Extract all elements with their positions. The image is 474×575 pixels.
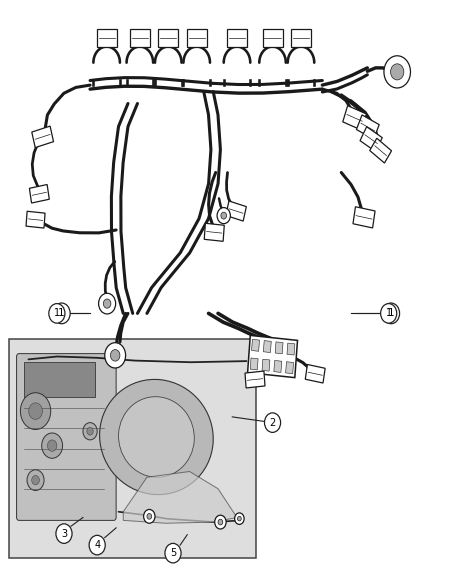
Bar (353, 207, 375, 228)
Circle shape (384, 56, 410, 88)
Circle shape (383, 303, 400, 324)
Ellipse shape (118, 397, 194, 477)
Circle shape (237, 516, 241, 521)
Bar (262, 359, 270, 371)
Circle shape (27, 470, 44, 490)
Bar (264, 340, 271, 352)
Bar (252, 339, 259, 351)
Bar (226, 201, 246, 221)
Circle shape (20, 393, 51, 430)
Bar (287, 343, 295, 355)
Bar (227, 29, 247, 47)
Circle shape (53, 303, 70, 324)
Circle shape (103, 299, 111, 308)
Bar (130, 29, 150, 47)
Bar (360, 126, 382, 152)
Bar (274, 361, 282, 373)
Text: 1: 1 (386, 308, 392, 319)
Circle shape (105, 343, 126, 368)
Bar (305, 365, 325, 383)
Bar (250, 358, 258, 370)
Bar (158, 29, 178, 47)
Circle shape (89, 535, 105, 555)
FancyBboxPatch shape (17, 354, 116, 520)
Text: 4: 4 (94, 540, 100, 550)
Circle shape (110, 350, 120, 361)
Circle shape (215, 515, 226, 529)
Bar (356, 115, 379, 139)
Circle shape (42, 433, 63, 458)
Text: 1: 1 (388, 308, 394, 319)
Circle shape (221, 212, 227, 219)
Circle shape (49, 304, 65, 323)
Bar (343, 106, 366, 130)
Circle shape (147, 513, 152, 519)
Circle shape (47, 440, 57, 451)
Circle shape (218, 519, 223, 525)
Circle shape (87, 427, 93, 435)
Bar (187, 29, 207, 47)
Bar (286, 362, 293, 374)
Circle shape (56, 524, 72, 543)
Circle shape (144, 509, 155, 523)
Bar (291, 29, 311, 47)
Text: 5: 5 (170, 548, 176, 558)
Circle shape (217, 208, 230, 224)
Text: 1: 1 (58, 308, 65, 319)
Circle shape (165, 543, 181, 563)
Circle shape (381, 304, 397, 323)
Circle shape (99, 293, 116, 314)
Polygon shape (123, 472, 237, 523)
Text: 3: 3 (61, 528, 67, 539)
Circle shape (83, 423, 97, 440)
Bar (263, 29, 283, 47)
Bar (97, 29, 117, 47)
Bar (204, 223, 224, 241)
Bar (247, 335, 298, 378)
Circle shape (391, 64, 404, 80)
Bar (32, 126, 54, 148)
Bar (24, 362, 95, 397)
Text: 1: 1 (54, 308, 60, 319)
Bar (9, 339, 256, 558)
Circle shape (29, 403, 42, 419)
Ellipse shape (100, 380, 213, 494)
Text: 2: 2 (269, 417, 276, 428)
Circle shape (264, 413, 281, 432)
Bar (275, 342, 283, 354)
Circle shape (235, 513, 244, 524)
Bar (29, 185, 49, 203)
Circle shape (32, 476, 39, 485)
Bar (26, 211, 45, 228)
Bar (370, 138, 392, 163)
Bar (245, 371, 265, 388)
